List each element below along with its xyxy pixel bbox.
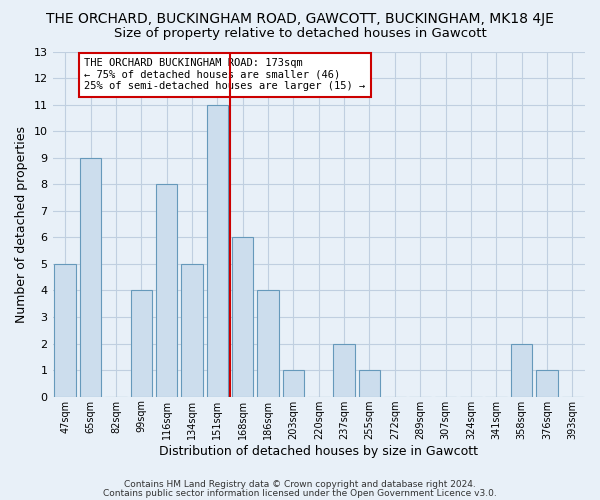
X-axis label: Distribution of detached houses by size in Gawcott: Distribution of detached houses by size … — [159, 444, 478, 458]
Text: Contains HM Land Registry data © Crown copyright and database right 2024.: Contains HM Land Registry data © Crown c… — [124, 480, 476, 489]
Bar — [359, 370, 380, 396]
Bar — [511, 344, 532, 396]
Bar — [156, 184, 178, 396]
Text: THE ORCHARD, BUCKINGHAM ROAD, GAWCOTT, BUCKINGHAM, MK18 4JE: THE ORCHARD, BUCKINGHAM ROAD, GAWCOTT, B… — [46, 12, 554, 26]
Bar — [334, 344, 355, 396]
Bar — [55, 264, 76, 396]
Y-axis label: Number of detached properties: Number of detached properties — [15, 126, 28, 322]
Text: Size of property relative to detached houses in Gawcott: Size of property relative to detached ho… — [113, 28, 487, 40]
Text: THE ORCHARD BUCKINGHAM ROAD: 173sqm
← 75% of detached houses are smaller (46)
25: THE ORCHARD BUCKINGHAM ROAD: 173sqm ← 75… — [84, 58, 365, 92]
Bar — [131, 290, 152, 397]
Bar — [536, 370, 558, 396]
Bar — [232, 238, 253, 396]
Bar — [206, 104, 228, 397]
Bar — [80, 158, 101, 396]
Text: Contains public sector information licensed under the Open Government Licence v3: Contains public sector information licen… — [103, 488, 497, 498]
Bar — [283, 370, 304, 396]
Bar — [257, 290, 279, 397]
Bar — [181, 264, 203, 396]
